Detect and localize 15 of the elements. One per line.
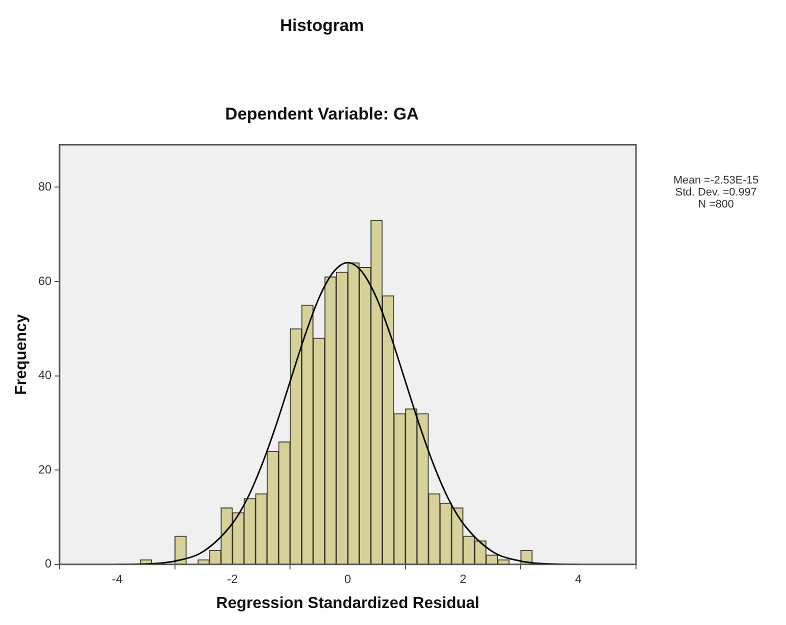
x-tick-label: 0	[344, 572, 352, 586]
y-tick-label: 60	[38, 274, 52, 288]
y-tick-label: 40	[38, 368, 52, 382]
x-tick-label: -2	[227, 572, 238, 586]
chart-title: Histogram	[280, 16, 364, 35]
text: Mean =-2.53E-15 Std. Dev. =0.997 N =800	[673, 174, 759, 210]
x-axis-title: Regression Standardized Residual	[216, 594, 480, 612]
y-axis-title: Frequency	[13, 314, 30, 396]
x-tick-label: 4	[575, 572, 582, 586]
y-tick-label: 80	[38, 180, 52, 194]
x-tick-label: -4	[112, 572, 123, 586]
chart-subtitle: Dependent Variable: GA	[225, 104, 419, 124]
y-tick-label: 0	[44, 556, 52, 571]
y-tick-label: 20	[38, 462, 52, 476]
x-tick-label: 2	[460, 572, 467, 586]
